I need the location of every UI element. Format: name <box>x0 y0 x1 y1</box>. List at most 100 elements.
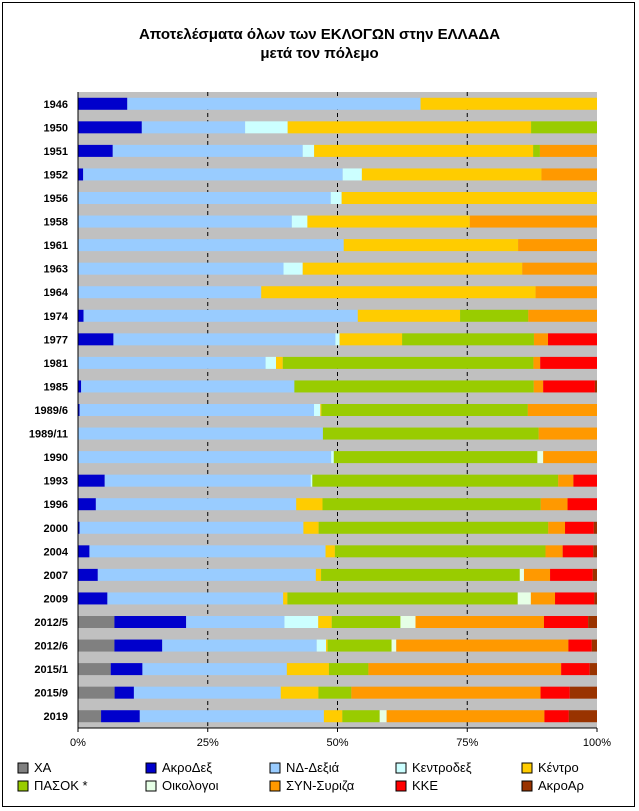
x-tick-label: 50% <box>326 737 348 749</box>
bar-segment <box>78 215 292 228</box>
legend-swatch <box>521 780 533 792</box>
bar-segment <box>539 144 597 157</box>
legend-swatch <box>395 780 407 792</box>
legend-label: Κεντροδεξ <box>412 760 472 775</box>
y-tick-label: 1956 <box>44 193 68 205</box>
bar-segment <box>335 333 340 346</box>
y-tick-label: 1990 <box>44 452 68 464</box>
bar-segment <box>548 521 566 534</box>
bar-segment <box>114 616 187 628</box>
legend-swatch <box>269 762 281 774</box>
legend-swatch <box>269 780 281 792</box>
plot-area: 1946 1950 1951 1952 1956 1958 1961 1963 1964 1974… <box>29 92 611 749</box>
bar-segment <box>81 380 295 393</box>
bar-segment <box>379 710 387 723</box>
bar-segment <box>101 710 140 723</box>
bar-segment <box>312 474 559 487</box>
bar-segment <box>141 121 246 134</box>
legend-label: ΣΥΝ-Συριζα <box>286 778 355 793</box>
legend-swatch <box>395 762 407 774</box>
bar-segment <box>323 710 343 723</box>
bar-segment <box>296 498 323 511</box>
bar-segment <box>420 97 597 110</box>
bar-segment <box>95 498 297 511</box>
bar-segment <box>569 686 597 699</box>
bar-segment <box>589 663 597 676</box>
y-tick-label: 1981 <box>44 358 68 370</box>
bar-segment <box>78 356 266 369</box>
bar-segment <box>127 97 421 110</box>
bar-segment <box>561 663 590 676</box>
y-tick-label: 1950 <box>44 122 68 134</box>
y-tick-label: 1989/6 <box>34 405 68 417</box>
bar-segment <box>316 639 327 652</box>
legend-label: ΝΔ-Δεξιά <box>286 760 340 775</box>
bar-segment <box>142 663 287 676</box>
bar-segment <box>391 639 397 652</box>
x-tick-label: 75% <box>456 737 478 749</box>
bar-segment <box>83 309 358 322</box>
y-tick-label: 1993 <box>44 476 68 488</box>
legend-label: Κέντρο <box>538 760 579 775</box>
bar-segment <box>540 686 570 699</box>
y-tick-label: 1951 <box>44 146 68 158</box>
bar-segment <box>540 498 568 511</box>
bar-segment <box>460 309 529 322</box>
bar-segment <box>343 239 519 252</box>
bar-segment <box>78 380 82 393</box>
bar-segment <box>78 568 98 581</box>
y-tick-label: 1964 <box>44 287 69 299</box>
y-tick-label: 2007 <box>44 570 68 582</box>
bar-segment <box>545 545 563 558</box>
bar-segment <box>78 663 111 676</box>
bar-segment <box>543 380 595 393</box>
bar-segment <box>315 568 322 581</box>
bar-segment <box>78 121 142 134</box>
y-tick-label: 2019 <box>44 711 68 723</box>
bar-segment <box>318 686 352 699</box>
bar-segment <box>537 451 544 464</box>
bar-segment <box>78 451 332 464</box>
bar-segment <box>588 616 597 628</box>
bar-segment <box>533 144 540 157</box>
y-tick-label: 1985 <box>44 381 68 393</box>
legend-swatch <box>17 780 29 792</box>
bar-segment <box>307 215 470 228</box>
bar-segment <box>568 710 597 723</box>
bar-segment <box>527 404 597 416</box>
y-tick-label: 2004 <box>44 546 69 558</box>
bar-segment <box>78 521 80 534</box>
bar-segment <box>540 356 597 369</box>
bar-segment <box>591 639 597 652</box>
bar-segment <box>302 144 315 157</box>
bar-segment <box>186 616 285 628</box>
bar-segment <box>531 121 597 134</box>
bar-segment <box>78 168 84 181</box>
legend-label: ΧΑ <box>34 760 52 775</box>
bar-segment <box>357 309 461 322</box>
bar-segment <box>282 356 534 369</box>
y-tick-label: 2015/9 <box>34 688 68 700</box>
bar-segment <box>592 568 597 581</box>
bar-segment <box>400 616 416 628</box>
bar-segment <box>361 168 542 181</box>
bar-segment <box>78 710 102 723</box>
bar-segment <box>518 239 597 252</box>
bar-segment <box>89 545 326 558</box>
bar-segment <box>107 592 284 605</box>
bar-segment <box>533 356 541 369</box>
bar-segment <box>342 710 380 723</box>
bar-segment <box>139 710 324 723</box>
bar-segment <box>78 286 262 299</box>
bar-segment <box>339 333 403 346</box>
bar-segment <box>396 639 569 652</box>
y-tick-label: 2000 <box>44 523 68 535</box>
bar-segment <box>302 262 523 275</box>
bar-segment <box>543 451 597 464</box>
bar-segment <box>303 521 319 534</box>
legend-label: ΑκροΑρ <box>538 778 584 793</box>
bar-segment <box>276 356 283 369</box>
bar-segment <box>565 521 594 534</box>
bar-segment <box>78 686 115 699</box>
bar-segment <box>133 686 281 699</box>
